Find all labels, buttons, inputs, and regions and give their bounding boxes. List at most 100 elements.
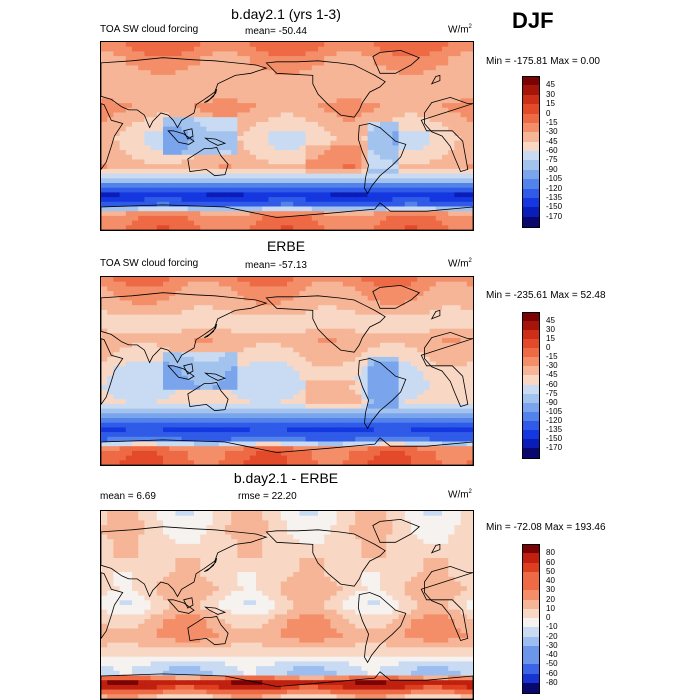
- map-cell: [311, 281, 319, 287]
- map-cell: [466, 74, 473, 81]
- map-cell: [169, 427, 176, 433]
- map-cell: [442, 215, 449, 222]
- map-cell: [280, 455, 288, 461]
- map-cell: [249, 150, 257, 156]
- map-cell: [349, 183, 356, 189]
- map-cell: [361, 328, 369, 334]
- map-cell: [175, 403, 183, 410]
- map-cell: [194, 154, 201, 161]
- map-cell: [442, 159, 449, 165]
- map-cell: [342, 197, 350, 203]
- map-cell: [225, 121, 232, 128]
- map-cell: [156, 295, 164, 302]
- map-cell: [330, 46, 338, 52]
- map-cell: [231, 89, 238, 95]
- map-cell: [355, 145, 362, 151]
- map-cell: [454, 460, 462, 465]
- map-cell: [187, 460, 195, 465]
- map-cell: [280, 145, 288, 151]
- colorbar-tick-label: -60: [546, 146, 558, 155]
- map-cell: [448, 215, 455, 222]
- map-cell: [442, 112, 449, 118]
- map-cell: [380, 300, 387, 306]
- map-cell: [206, 131, 214, 137]
- map-cell: [107, 408, 114, 414]
- map-cell: [262, 403, 269, 410]
- map-cell: [355, 403, 362, 410]
- map-cell: [392, 436, 400, 443]
- map-cell: [280, 427, 288, 433]
- map-cell: [119, 117, 127, 123]
- map-cell: [367, 187, 375, 193]
- map-cell: [411, 352, 418, 358]
- map-cell: [101, 460, 108, 465]
- map-cell: [262, 183, 269, 189]
- map-cell: [336, 403, 344, 410]
- map-cell: [349, 338, 356, 344]
- map-cell: [187, 197, 195, 203]
- map-cell: [150, 324, 158, 330]
- map-cell: [392, 333, 400, 339]
- map-cell: [330, 65, 338, 71]
- map-cell: [435, 309, 443, 316]
- map-cell: [398, 56, 406, 62]
- map-cell: [417, 319, 424, 325]
- map-cell: [268, 206, 276, 212]
- map-cell: [305, 305, 313, 311]
- map-cell: [417, 126, 424, 132]
- map-cell: [150, 455, 158, 461]
- map-cell: [113, 159, 121, 165]
- map-cell: [460, 65, 468, 71]
- map-cell: [194, 422, 201, 428]
- map-cell: [423, 164, 431, 170]
- map-cell: [119, 295, 127, 302]
- map-cell: [138, 309, 145, 316]
- map-cell: [466, 93, 473, 99]
- map-cell: [175, 347, 183, 353]
- map-cell: [181, 314, 189, 320]
- map-cell: [293, 192, 300, 198]
- map-cell: [206, 389, 214, 396]
- map-cell: [144, 173, 152, 179]
- map-cell: [101, 136, 108, 142]
- map-cell: [225, 309, 232, 316]
- map-cell: [138, 408, 145, 414]
- map-cell: [466, 277, 473, 283]
- map-cell: [107, 89, 114, 95]
- map-cell: [380, 159, 387, 165]
- colorbar-swatch: [522, 348, 540, 359]
- map-cell: [181, 117, 189, 123]
- map-cell: [386, 375, 393, 381]
- map-cell: [324, 225, 331, 230]
- map-cell: [448, 356, 455, 363]
- map-cell: [404, 399, 412, 405]
- map-cell: [237, 168, 245, 175]
- map-cell: [386, 173, 393, 179]
- map-cell: [169, 225, 176, 230]
- map-cell: [274, 178, 282, 184]
- map-cell: [156, 206, 164, 212]
- map-cell: [460, 107, 468, 114]
- map-cell: [466, 112, 473, 118]
- map-cell: [330, 159, 338, 165]
- map-cell: [280, 324, 288, 330]
- map-cell: [305, 333, 313, 339]
- map-cell: [460, 347, 468, 353]
- map-cell: [398, 338, 406, 344]
- map-cell: [380, 60, 387, 67]
- map-cell: [113, 342, 121, 349]
- map-cell: [293, 136, 300, 142]
- map-cell: [107, 446, 114, 452]
- map-cell: [225, 399, 232, 405]
- map-cell: [349, 446, 356, 452]
- map-cell: [355, 70, 362, 76]
- map-cell: [336, 187, 344, 193]
- map-cell: [163, 309, 170, 316]
- map-cell: [299, 511, 307, 517]
- map-cell: [442, 427, 449, 433]
- map-cell: [423, 84, 431, 90]
- colorbar-tick-label: -45: [546, 370, 558, 380]
- map-cell: [367, 511, 375, 517]
- map-cell: [249, 432, 257, 438]
- map-cell: [318, 356, 325, 363]
